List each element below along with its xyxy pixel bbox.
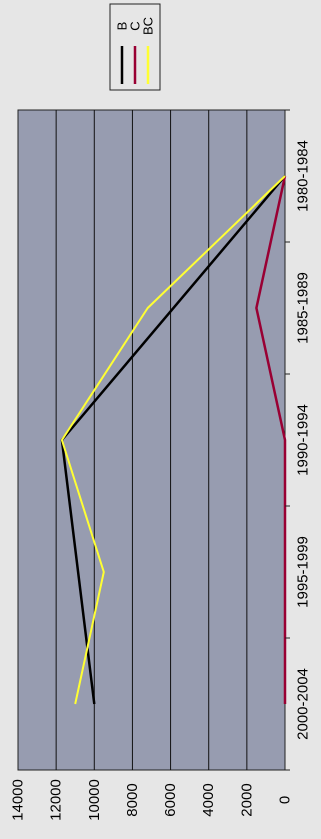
legend-label-c: C (128, 21, 143, 30)
legend-label-bc: BC (141, 17, 156, 35)
y-tick-label: 0 (277, 796, 294, 804)
y-tick-label: 14000 (10, 779, 27, 821)
x-tick-label: 1985-1989 (295, 272, 312, 344)
x-tick-label: 1995-1999 (295, 536, 312, 608)
x-tick-label: 2000-2004 (295, 668, 312, 740)
x-tick-label: 1980-1984 (295, 140, 312, 212)
y-tick-label: 4000 (200, 783, 217, 816)
legend-label-b: B (115, 22, 130, 31)
series-line-c (255, 175, 287, 704)
y-tick-label: 12000 (48, 779, 65, 821)
y-tick-label: 10000 (86, 779, 103, 821)
plot-area (17, 109, 286, 771)
y-tick-label: 8000 (124, 783, 141, 816)
x-tick-label: 1990-1994 (295, 404, 312, 476)
series-line-bc (60, 175, 286, 705)
y-tick-label: 2000 (238, 783, 255, 816)
y-tick-label: 6000 (162, 783, 179, 816)
